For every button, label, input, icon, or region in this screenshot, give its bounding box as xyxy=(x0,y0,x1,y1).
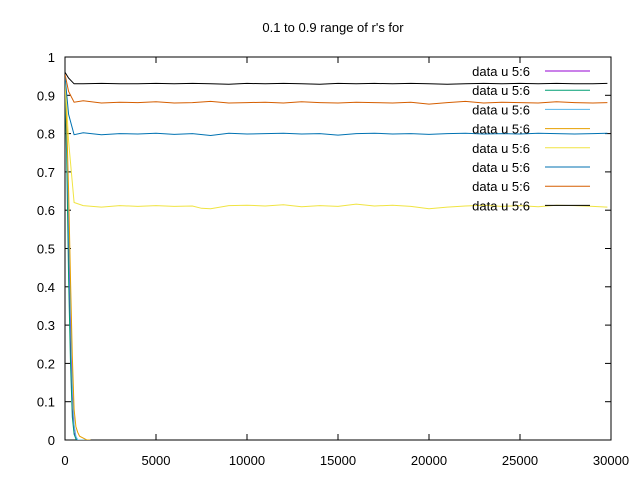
series-line-8 xyxy=(65,72,608,85)
legend-label: data u 5:6 xyxy=(472,179,530,194)
y-tick-label: 0.5 xyxy=(37,242,55,257)
y-tick-label: 0 xyxy=(48,433,55,448)
series-line-5 xyxy=(65,76,608,210)
legend-label: data u 5:6 xyxy=(472,122,530,137)
y-tick-label: 0.3 xyxy=(37,318,55,333)
axes: 0 0.1 0.2 0.3 0.4 0.5 0.6 0.7 0.8 0.9 1 0 5000 10000 1… xyxy=(37,50,629,468)
y-tick-label: 0.1 xyxy=(37,395,55,410)
legend-label: data u 5:6 xyxy=(472,160,530,175)
y-tick-label: 0.9 xyxy=(37,88,55,103)
legend-label: data u 5:6 xyxy=(472,83,530,98)
x-tick-label: 25000 xyxy=(502,453,538,468)
x-tick-label: 15000 xyxy=(320,453,356,468)
series-line-6 xyxy=(65,76,608,137)
legend-label: data u 5:6 xyxy=(472,102,530,117)
legend: data u 5:6 data u 5:6 data u 5:6 data u 5:6… xyxy=(472,64,590,213)
series-line-7 xyxy=(65,74,608,105)
x-tick-label: 0 xyxy=(61,453,68,468)
y-tick-label: 0.4 xyxy=(37,280,55,295)
x-tick-label: 5000 xyxy=(142,453,171,468)
series-line-4 xyxy=(65,76,91,440)
y-tick-label: 0.7 xyxy=(37,165,55,180)
series-layer xyxy=(65,72,608,440)
legend-label: data u 5:6 xyxy=(472,198,530,213)
x-tick-label: 10000 xyxy=(229,453,265,468)
chart-title: 0.1 to 0.9 range of r's for xyxy=(262,20,404,35)
y-tick-label: 1 xyxy=(48,50,55,65)
x-tick-label: 20000 xyxy=(411,453,447,468)
x-tick-label: 30000 xyxy=(593,453,629,468)
legend-label: data u 5:6 xyxy=(472,141,530,156)
series-line-2 xyxy=(65,76,87,440)
legend-label: data u 5:6 xyxy=(472,64,530,79)
y-tick-label: 0.2 xyxy=(37,356,55,371)
y-tick-label: 0.8 xyxy=(37,127,55,142)
y-tick-label: 0.6 xyxy=(37,203,55,218)
